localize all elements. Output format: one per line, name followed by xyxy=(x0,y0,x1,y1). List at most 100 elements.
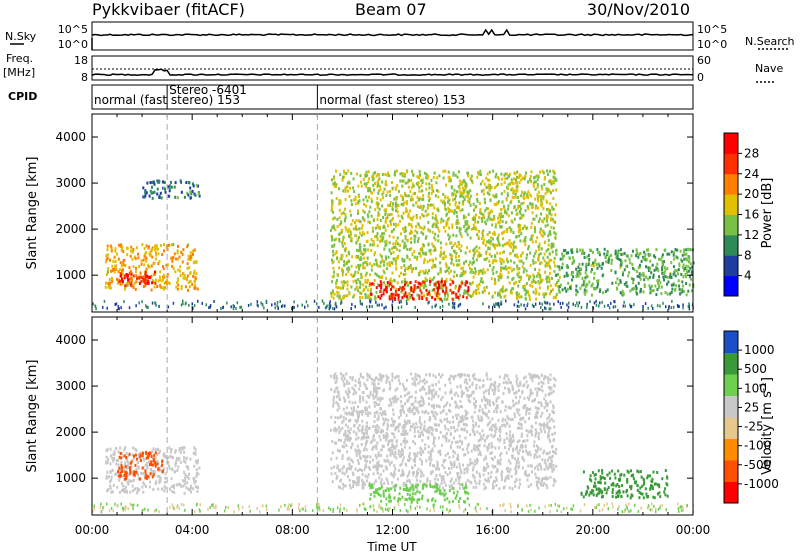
heatmap-cell xyxy=(507,266,510,270)
heatmap-cell xyxy=(561,266,563,270)
heatmap-cell xyxy=(494,280,496,284)
heatmap-cell xyxy=(449,446,452,450)
heatmap-cell xyxy=(552,197,555,200)
heatmap-cell xyxy=(360,272,363,276)
heatmap-cell xyxy=(583,251,586,255)
heatmap-cell xyxy=(554,213,557,217)
heatmap-cell xyxy=(688,248,691,252)
heatmap-cell xyxy=(465,259,468,263)
heatmap-cell xyxy=(506,192,509,196)
heatmap-cell xyxy=(537,480,540,484)
heatmap-cell xyxy=(401,473,404,477)
heatmap-cell xyxy=(347,230,349,234)
heatmap-cell xyxy=(507,187,509,191)
heatmap-cell xyxy=(522,270,525,274)
heatmap-cell xyxy=(463,291,465,295)
heatmap-cell xyxy=(476,430,479,434)
heatmap-cell xyxy=(128,306,131,310)
heatmap-cell xyxy=(687,269,690,273)
heatmap-cell xyxy=(471,374,474,378)
heatmap-cell xyxy=(356,476,359,480)
heatmap-cell xyxy=(274,306,276,310)
heatmap-cell xyxy=(652,289,655,292)
heatmap-cell xyxy=(377,172,380,176)
heatmap-cell xyxy=(549,302,551,306)
heatmap-cell xyxy=(585,289,588,293)
heatmap-cell xyxy=(415,422,418,425)
heatmap-cell xyxy=(367,248,370,252)
heatmap-cell xyxy=(113,270,116,274)
heatmap-cell xyxy=(120,460,123,464)
heatmap-cell xyxy=(132,286,135,289)
heatmap-cell xyxy=(434,225,437,229)
heatmap-cell xyxy=(447,266,450,270)
heatmap-cell xyxy=(395,400,398,404)
heatmap-cell xyxy=(529,251,532,255)
heatmap-cell xyxy=(499,437,502,441)
heatmap-cell xyxy=(469,433,472,437)
heatmap-cell xyxy=(596,279,599,283)
heatmap-cell xyxy=(488,259,491,263)
heatmap-cell xyxy=(607,259,610,263)
heatmap-cell xyxy=(475,204,478,208)
heatmap-cell xyxy=(663,272,666,276)
noise-panel-frame xyxy=(91,21,694,51)
heatmap-cell xyxy=(371,381,374,385)
heatmap-cell xyxy=(566,274,569,278)
heatmap-cell xyxy=(463,468,466,472)
heatmap-cell xyxy=(451,246,453,250)
heatmap-cell xyxy=(654,284,657,288)
heatmap-cell xyxy=(538,253,541,257)
heatmap-cell xyxy=(491,268,494,272)
heatmap-cell xyxy=(330,202,333,206)
heatmap-cell xyxy=(409,457,412,461)
heatmap-cell xyxy=(541,229,544,233)
heatmap-cell xyxy=(402,406,405,410)
heatmap-cell xyxy=(506,381,509,385)
heatmap-cell xyxy=(523,288,526,292)
heatmap-cell xyxy=(404,267,407,270)
heatmap-cell xyxy=(670,306,673,310)
heatmap-cell xyxy=(154,257,157,261)
heatmap-cell xyxy=(110,269,113,273)
heatmap-cell xyxy=(365,185,368,189)
heatmap-cell xyxy=(502,260,505,264)
heatmap-cell xyxy=(419,269,422,273)
heatmap-cell xyxy=(508,486,511,490)
heatmap-cell xyxy=(478,432,481,436)
heatmap-cell xyxy=(396,281,399,285)
heatmap-cell xyxy=(482,395,485,399)
heatmap-cell xyxy=(543,217,546,221)
heatmap-cell xyxy=(187,477,190,480)
heatmap-cell xyxy=(440,252,443,256)
heatmap-cell xyxy=(549,202,552,206)
heatmap-cell xyxy=(460,234,463,238)
heatmap-cell xyxy=(284,304,286,308)
heatmap-cell xyxy=(562,301,564,305)
heatmap-cell xyxy=(479,453,482,457)
heatmap-cell xyxy=(340,212,343,216)
heatmap-cell xyxy=(358,231,361,235)
heatmap-cell xyxy=(368,305,371,309)
heatmap-cell xyxy=(388,398,391,401)
heatmap-cell xyxy=(124,487,127,491)
heatmap-cell xyxy=(650,284,653,288)
heatmap-cell xyxy=(159,278,162,282)
heatmap-cell xyxy=(407,472,410,476)
heatmap-cell xyxy=(333,307,336,311)
heatmap-cell xyxy=(664,291,667,294)
heatmap-cell xyxy=(586,302,588,306)
heatmap-cell xyxy=(412,215,415,219)
heatmap-cell xyxy=(167,281,170,285)
heatmap-cell xyxy=(467,226,470,230)
heatmap-cell xyxy=(371,458,374,462)
heatmap-cell xyxy=(676,256,679,260)
heatmap-cell xyxy=(466,467,469,471)
heatmap-cell xyxy=(388,234,391,238)
heatmap-cell xyxy=(536,185,539,189)
heatmap-cell xyxy=(610,301,612,305)
heatmap-cell xyxy=(661,255,664,259)
heatmap-cell xyxy=(164,476,167,480)
heatmap-cell xyxy=(343,171,346,175)
